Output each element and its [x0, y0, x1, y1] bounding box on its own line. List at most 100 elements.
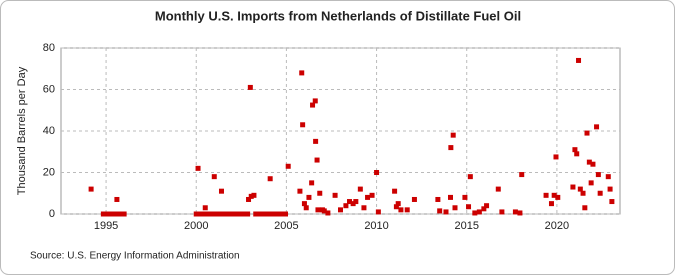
plot-area — [60, 47, 621, 215]
point — [103, 211, 109, 217]
point — [472, 210, 478, 216]
point — [313, 138, 319, 144]
point — [100, 211, 106, 217]
point — [467, 174, 473, 180]
point — [499, 209, 505, 215]
point — [466, 204, 472, 210]
point — [395, 201, 401, 207]
point — [404, 207, 410, 213]
point — [285, 163, 291, 169]
y-tick-label: 0 — [49, 208, 55, 220]
point — [519, 172, 525, 178]
point — [452, 205, 458, 211]
point — [586, 159, 592, 165]
point — [283, 211, 289, 217]
x-tick-label: 1995 — [94, 220, 118, 232]
point — [121, 211, 127, 217]
point — [435, 196, 441, 202]
point — [321, 208, 327, 214]
point — [590, 161, 596, 167]
point — [115, 211, 121, 217]
y-tick-label: 60 — [43, 83, 55, 95]
point — [450, 132, 456, 138]
point — [398, 207, 404, 213]
y-tick-label: 80 — [43, 42, 55, 54]
point — [315, 207, 321, 213]
point — [118, 211, 124, 217]
point — [605, 174, 611, 180]
y-tick-label: 40 — [43, 125, 55, 137]
point — [517, 210, 523, 216]
point — [588, 180, 594, 186]
point — [481, 206, 487, 212]
point — [211, 174, 217, 180]
x-tick-label: 2010 — [364, 220, 388, 232]
point — [357, 186, 363, 192]
point — [218, 188, 224, 194]
point — [259, 211, 265, 217]
point — [443, 209, 449, 215]
point — [597, 190, 603, 196]
point — [512, 209, 518, 215]
point — [338, 207, 343, 213]
point — [572, 147, 578, 153]
point — [233, 211, 239, 217]
point — [212, 211, 218, 217]
point — [224, 211, 230, 217]
point — [271, 211, 277, 217]
point — [361, 205, 367, 211]
point — [314, 157, 320, 163]
point — [393, 204, 399, 210]
point — [299, 70, 305, 76]
point — [112, 211, 118, 217]
point — [495, 186, 501, 192]
point — [310, 102, 316, 108]
point — [476, 209, 482, 215]
point — [607, 186, 613, 192]
point — [437, 208, 443, 214]
x-tick-label: 2000 — [184, 220, 208, 232]
point — [303, 205, 309, 211]
point — [114, 196, 120, 202]
point — [247, 84, 253, 90]
point — [312, 98, 318, 104]
point — [369, 192, 375, 198]
point — [256, 211, 262, 217]
point — [374, 170, 380, 175]
point — [447, 194, 453, 200]
point — [576, 57, 582, 63]
point — [253, 211, 259, 217]
point — [202, 205, 208, 211]
point — [595, 172, 601, 178]
point — [332, 192, 338, 198]
point — [553, 154, 559, 160]
point — [236, 211, 242, 217]
point — [347, 199, 353, 205]
point — [221, 211, 227, 217]
point — [462, 194, 468, 200]
point — [206, 211, 212, 217]
point — [274, 211, 280, 217]
point — [594, 124, 600, 130]
point — [555, 194, 561, 200]
point — [551, 192, 557, 198]
point — [109, 211, 115, 217]
point — [196, 211, 202, 217]
point — [577, 186, 583, 192]
point — [392, 188, 398, 194]
point — [570, 184, 576, 190]
point — [548, 201, 554, 207]
point — [365, 194, 371, 200]
point — [267, 176, 273, 182]
point — [218, 211, 224, 217]
point — [584, 130, 590, 136]
point — [448, 145, 454, 151]
point — [343, 203, 349, 209]
point — [350, 201, 356, 207]
x-tick-label: 2005 — [274, 220, 298, 232]
point — [301, 201, 307, 207]
point — [582, 205, 588, 211]
point — [580, 190, 586, 196]
source-note: Source: U.S. Energy Information Administ… — [30, 251, 240, 262]
